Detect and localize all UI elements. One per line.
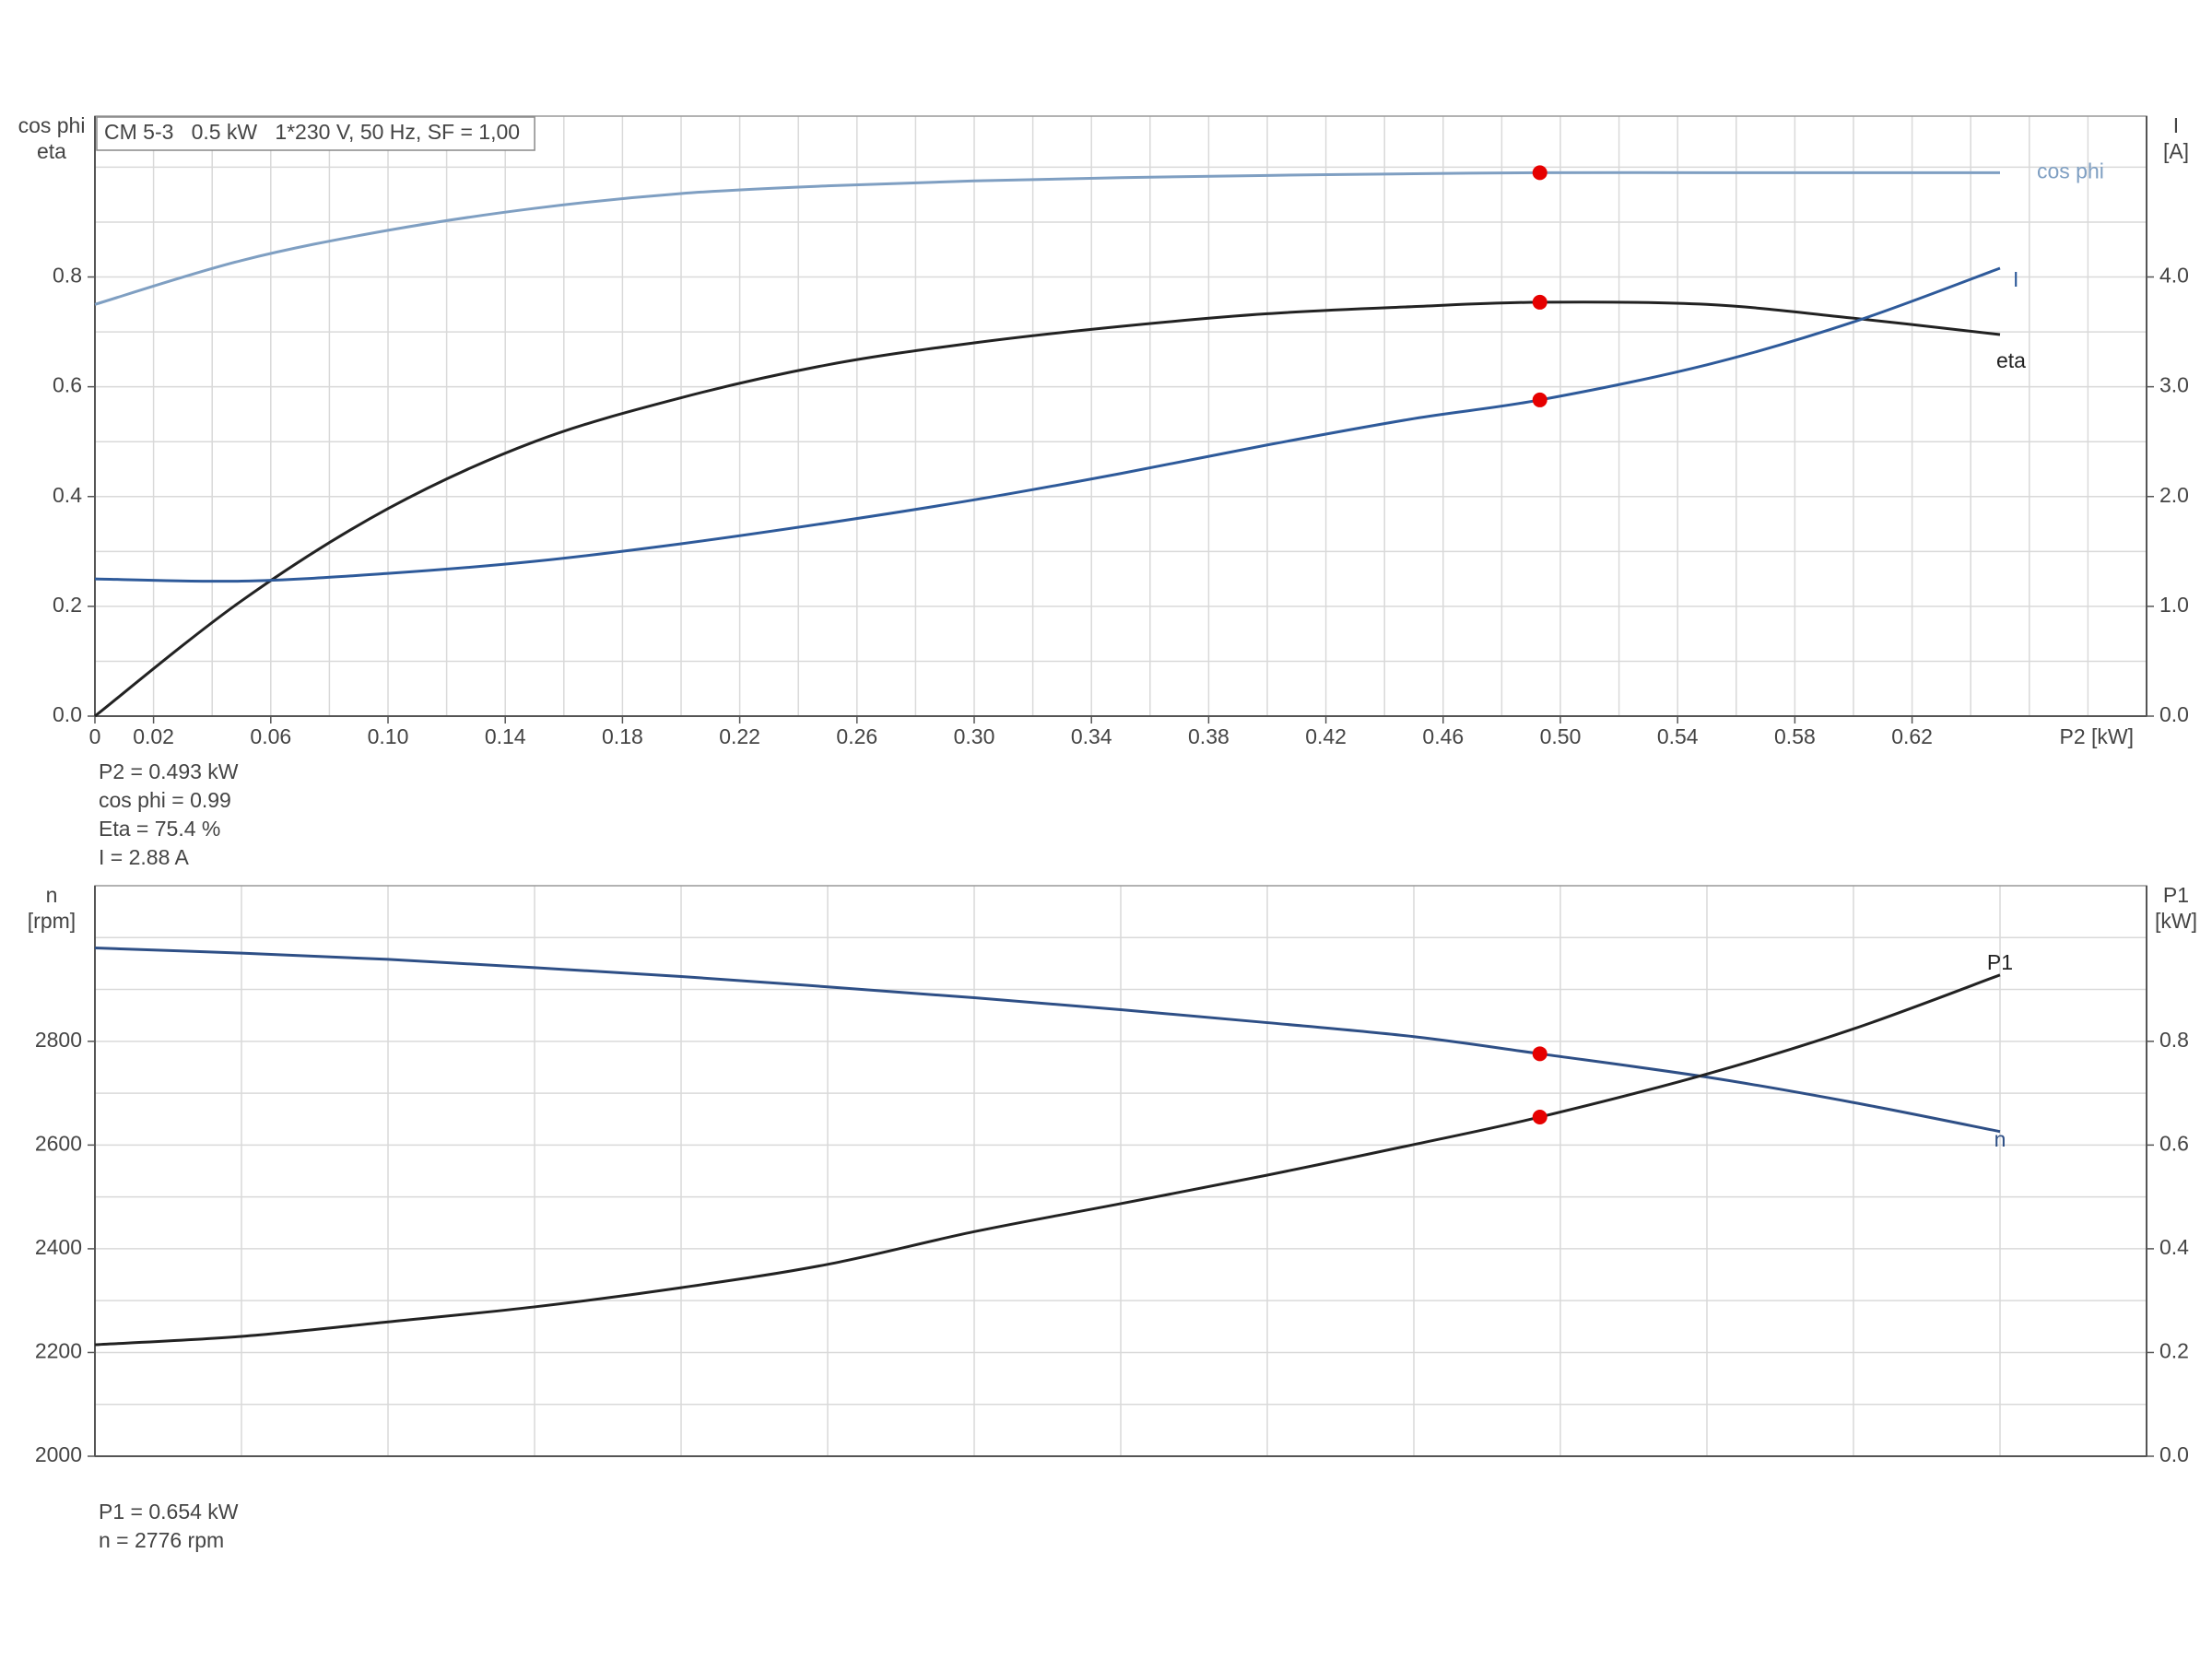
y2-tick-label: 1.0 xyxy=(2159,593,2189,617)
title-box xyxy=(96,116,535,151)
y2-tick-label: 0.4 xyxy=(2159,1235,2189,1259)
y-axis-label: n xyxy=(46,883,58,907)
series-line xyxy=(94,947,2001,1134)
annotation: P1 = 0.654 kW xyxy=(99,1500,239,1524)
y2-tick-label: 0.0 xyxy=(2159,1442,2189,1466)
annotation: Eta = 75.4 % xyxy=(99,817,220,841)
series-label: eta xyxy=(1996,348,2026,372)
x-tick-label: 0.58 xyxy=(1774,724,1816,748)
annotation: I = 2.88 A xyxy=(99,845,189,869)
y2-tick-label: 3.0 xyxy=(2159,373,2189,397)
series-line xyxy=(94,300,2001,718)
x-tick-label: 0.02 xyxy=(133,724,174,748)
y2-axis-label: P1 xyxy=(2163,883,2189,907)
y-tick-label: 2800 xyxy=(35,1028,82,1052)
operating-point xyxy=(1532,1046,1547,1062)
y-tick-label: 2200 xyxy=(35,1339,82,1363)
y-axis-label: eta xyxy=(37,139,66,163)
y-axis-label: [rpm] xyxy=(28,909,76,933)
series-line xyxy=(94,973,2001,1347)
y-tick-label: 2400 xyxy=(35,1235,82,1259)
x-tick-label: 0.46 xyxy=(1422,724,1464,748)
y2-axis-label: I xyxy=(2173,113,2179,137)
series-label: I xyxy=(2013,267,2018,291)
x-tick-label: 0.62 xyxy=(1891,724,1933,748)
x-tick-label: 0.42 xyxy=(1305,724,1347,748)
y-tick-label: 0.2 xyxy=(53,593,82,617)
annotation: P2 = 0.493 kW xyxy=(99,759,239,783)
y-tick-label: 0.0 xyxy=(53,702,82,726)
series-label: n xyxy=(1994,1127,2006,1151)
y-tick-label: 0.4 xyxy=(53,483,82,507)
series-line xyxy=(94,266,2001,583)
y2-tick-label: 0.0 xyxy=(2159,702,2189,726)
x-tick-label: 0.22 xyxy=(719,724,760,748)
x-tick-label: 0.30 xyxy=(954,724,995,748)
x-tick-label: 0.18 xyxy=(602,724,643,748)
series-line xyxy=(94,171,2000,306)
annotation: n = 2776 rpm xyxy=(99,1528,224,1552)
series-label: cos phi xyxy=(2037,159,2104,182)
x-tick-label: 0.50 xyxy=(1540,724,1582,748)
y-axis-label: cos phi xyxy=(18,113,86,137)
chart-title: CM 5-3 0.5 kW 1*230 V, 50 Hz, SF = 1,00 xyxy=(104,120,520,144)
operating-point xyxy=(1532,165,1547,181)
x-axis-label: P2 [kW] xyxy=(2059,724,2134,748)
x-tick-label: 0.14 xyxy=(485,724,526,748)
series-label: P1 xyxy=(1987,950,2013,974)
y2-tick-label: 0.6 xyxy=(2159,1131,2189,1155)
y-tick-label: 2000 xyxy=(35,1442,82,1466)
y-tick-label: 0.8 xyxy=(53,264,82,288)
x-tick-label: 0.34 xyxy=(1071,724,1112,748)
y2-axis-label: [A] xyxy=(2163,139,2189,163)
x-tick-label: 0.06 xyxy=(250,724,291,748)
x-tick-label: 0.38 xyxy=(1188,724,1230,748)
y-tick-label: 0.6 xyxy=(53,373,82,397)
x-tick-label: 0.10 xyxy=(368,724,409,748)
x-tick-label: 0.54 xyxy=(1657,724,1699,748)
x-tick-label: 0 xyxy=(89,724,101,748)
operating-point xyxy=(1532,392,1547,407)
y2-tick-label: 0.2 xyxy=(2159,1339,2189,1363)
y2-axis-label: [kW] xyxy=(2155,909,2197,933)
y2-tick-label: 4.0 xyxy=(2159,264,2189,288)
x-tick-label: 0.26 xyxy=(836,724,877,748)
y2-tick-label: 2.0 xyxy=(2159,483,2189,507)
annotation: cos phi = 0.99 xyxy=(99,788,231,812)
operating-point xyxy=(1532,294,1547,310)
y-tick-label: 2600 xyxy=(35,1131,82,1155)
operating-point xyxy=(1532,1109,1547,1124)
y2-tick-label: 0.8 xyxy=(2159,1028,2189,1052)
